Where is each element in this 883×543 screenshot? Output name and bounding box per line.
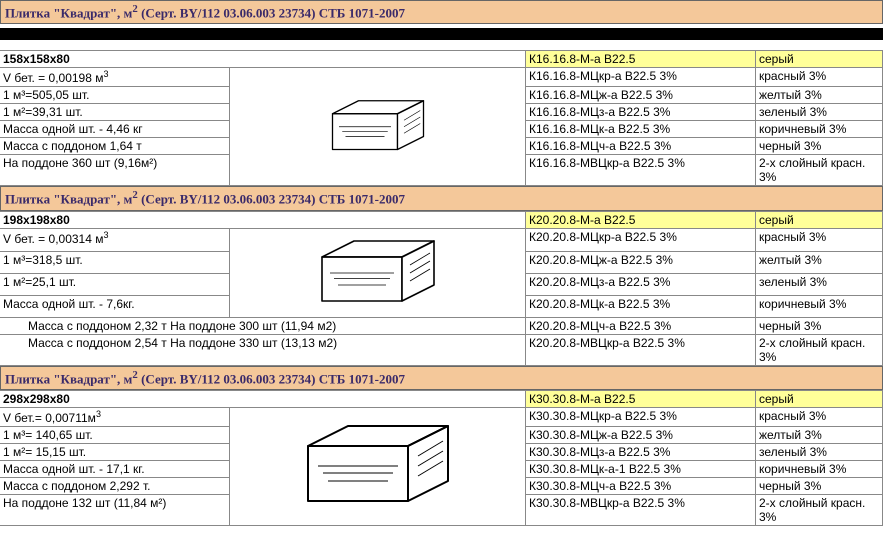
- size-heading: 158х158х80: [0, 51, 526, 68]
- spec-line: Масса одной шт. - 7,6кг.: [0, 296, 230, 318]
- variant-color: 2-х слойный красн. 3%: [756, 495, 883, 526]
- spec-line: Масса с поддоном 1,64 т: [0, 138, 230, 155]
- variant-color: 2-х слойный красн. 3%: [756, 155, 883, 186]
- spec-line: На поддоне 132 шт (11,84 м²): [0, 495, 230, 526]
- variant-color: черный 3%: [756, 478, 883, 495]
- variant-code: К16.16.8-МЦз-а В22.5 3%: [526, 104, 756, 121]
- paver-block-icon: [313, 91, 443, 163]
- product-image-cell: [230, 408, 526, 526]
- variant-code: К16.16.8-МЦк-а В22.5 3%: [526, 121, 756, 138]
- spec-line: Масса одной шт. - 4,46 кг: [0, 121, 230, 138]
- variant-code: К30.30.8-МЦч-а В22.5 3%: [526, 478, 756, 495]
- variant-color: красный 3%: [756, 68, 883, 87]
- variant-color: 2-х слойный красн. 3%: [756, 335, 883, 366]
- section-subheader: Плитка "Квадрат", м2 (Серт. BY/112 03.06…: [0, 366, 883, 390]
- variant-color: желтый 3%: [756, 252, 883, 274]
- variant-color: красный 3%: [756, 229, 883, 253]
- spec-line: 1 м³=505,05 шт.: [0, 87, 230, 104]
- spec-line: 1 м³=318,5 шт.: [0, 252, 230, 274]
- sections-container: 158х158х80К16.16.8-М-а В22.5серый V бет.…: [0, 50, 883, 526]
- variant-code: К30.30.8-МВЦкр-а В22.5 3%: [526, 495, 756, 526]
- spec-line: 1 м²=39,31 шт.: [0, 104, 230, 121]
- highlight-code: К16.16.8-М-а В22.5: [526, 51, 756, 68]
- highlight-color: серый: [756, 51, 883, 68]
- highlight-color: серый: [756, 391, 883, 408]
- variant-color: красный 3%: [756, 408, 883, 427]
- variant-code: К16.16.8-МЦч-а В22.5 3%: [526, 138, 756, 155]
- variant-code: К30.30.8-МЦж-а В22.5 3%: [526, 427, 756, 444]
- spec-line: 1 м²= 15,15 шт.: [0, 444, 230, 461]
- header-title: Плитка "Квадрат", м: [5, 5, 132, 20]
- variant-code: К20.20.8-МЦкр-а В22.5 3%: [526, 229, 756, 253]
- header-cert: (Серт. BY/112 03.06.003 23734) СТБ 1071-…: [138, 5, 405, 20]
- product-section: 158х158х80К16.16.8-М-а В22.5серый V бет.…: [0, 50, 883, 186]
- thick-divider: [0, 28, 883, 40]
- highlight-color: серый: [756, 212, 883, 229]
- variant-code: К20.20.8-МЦч-а В22.5 3%: [526, 318, 756, 335]
- variant-color: желтый 3%: [756, 87, 883, 104]
- section-subheader: Плитка "Квадрат", м2 (Серт. BY/112 03.06…: [0, 186, 883, 210]
- product-image-cell: [230, 68, 526, 186]
- wide-spec-line: Масса с поддоном 2,32 т На поддоне 300 ш…: [0, 318, 526, 335]
- spec-line: V бет.= 0,00711м3: [0, 408, 230, 427]
- variant-color: желтый 3%: [756, 427, 883, 444]
- variant-code: К16.16.8-МЦж-а В22.5 3%: [526, 87, 756, 104]
- page-header: Плитка "Квадрат", м2 (Серт. BY/112 03.06…: [0, 0, 883, 24]
- size-heading: 198х198х80: [0, 212, 526, 229]
- product-section: 198х198х80К20.20.8-М-а В22.5серый V бет.…: [0, 211, 883, 366]
- variant-color: коричневый 3%: [756, 121, 883, 138]
- spec-line: V бет. = 0,00198 м3: [0, 68, 230, 87]
- variant-code: К30.30.8-МЦкр-а В22.5 3%: [526, 408, 756, 427]
- wide-spec-line: Масса с поддоном 2,54 т На поддоне 330 ш…: [0, 335, 526, 366]
- spec-line: 1 м³= 140,65 шт.: [0, 427, 230, 444]
- spec-line: На поддоне 360 шт (9,16м²): [0, 155, 230, 186]
- variant-color: черный 3%: [756, 138, 883, 155]
- variant-color: зеленый 3%: [756, 274, 883, 296]
- highlight-code: К30.30.8-М-а В22.5: [526, 391, 756, 408]
- variant-code: К16.16.8-МЦкр-а В22.5 3%: [526, 68, 756, 87]
- variant-color: коричневый 3%: [756, 461, 883, 478]
- spec-line: Масса одной шт. - 17,1 кг.: [0, 461, 230, 478]
- variant-color: зеленый 3%: [756, 104, 883, 121]
- size-heading: 298х298х80: [0, 391, 526, 408]
- variant-code: К30.30.8-МЦз-а В22.5 3%: [526, 444, 756, 461]
- product-section: 298х298х80К30.30.8-М-а В22.5серый V бет.…: [0, 390, 883, 526]
- variant-color: зеленый 3%: [756, 444, 883, 461]
- spec-line: V бет. = 0,00314 м3: [0, 229, 230, 253]
- product-image-cell: [230, 229, 526, 318]
- spec-line: Масса с поддоном 2,292 т.: [0, 478, 230, 495]
- variant-code: К20.20.8-МВЦкр-а В22.5 3%: [526, 335, 756, 366]
- variant-code: К30.30.8-МЦк-а-1 В22.5 3%: [526, 461, 756, 478]
- variant-color: коричневый 3%: [756, 296, 883, 318]
- variant-color: черный 3%: [756, 318, 883, 335]
- paver-block-icon: [298, 229, 458, 317]
- paver-block-icon: [278, 411, 478, 521]
- variant-code: К16.16.8-МВЦкр-а В22.5 3%: [526, 155, 756, 186]
- variant-code: К20.20.8-МЦз-а В22.5 3%: [526, 274, 756, 296]
- variant-code: К20.20.8-МЦк-а В22.5 3%: [526, 296, 756, 318]
- highlight-code: К20.20.8-М-а В22.5: [526, 212, 756, 229]
- variant-code: К20.20.8-МЦж-а В22.5 3%: [526, 252, 756, 274]
- spec-line: 1 м²=25,1 шт.: [0, 274, 230, 296]
